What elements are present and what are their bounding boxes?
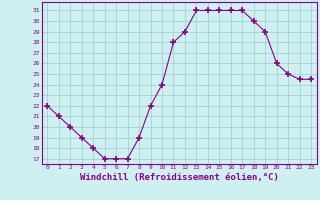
X-axis label: Windchill (Refroidissement éolien,°C): Windchill (Refroidissement éolien,°C) — [80, 173, 279, 182]
